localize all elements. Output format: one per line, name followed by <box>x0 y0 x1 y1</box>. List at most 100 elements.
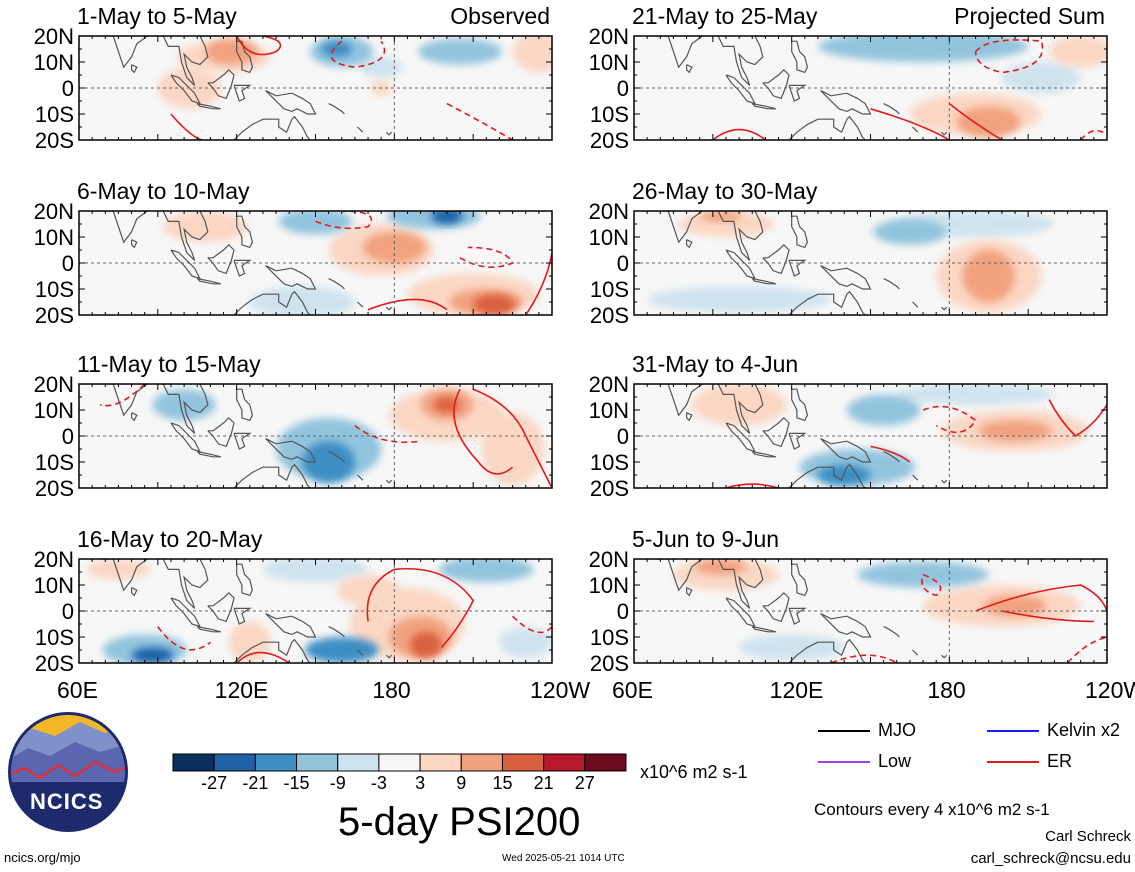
coastline <box>751 451 777 458</box>
ncics-logo <box>8 712 128 832</box>
panel-title: 11-May to 15-May <box>77 351 261 377</box>
coastline <box>912 126 919 133</box>
coastline <box>685 64 693 74</box>
lat-tick-label: 10N <box>588 398 629 423</box>
lat-tick-label: 10S <box>589 450 629 475</box>
coastline <box>131 64 138 74</box>
coastline <box>725 74 757 105</box>
coastline <box>941 479 948 484</box>
anomaly-field <box>84 23 552 140</box>
anomaly-blob <box>86 559 150 580</box>
coastline <box>685 412 693 422</box>
anomaly-blob <box>439 559 534 583</box>
map-panel <box>78 383 553 489</box>
legend-label: ER <box>1047 751 1073 771</box>
coastline <box>717 384 766 434</box>
lat-tick-label: 10N <box>33 398 74 423</box>
lon-tick-label: 120W <box>530 677 591 703</box>
anomaly-blob <box>79 218 158 282</box>
anomaly-blob <box>105 451 237 483</box>
er-contour <box>512 615 552 634</box>
anomaly-blob <box>499 626 552 658</box>
anomaly-blob <box>302 441 355 483</box>
website-link[interactable]: ncics.org/mjo <box>4 850 81 865</box>
colorbar-swatch <box>460 753 503 772</box>
anomaly-blob <box>184 95 342 133</box>
er-contour <box>235 36 282 56</box>
anomaly-field <box>79 211 552 315</box>
map-panel <box>633 35 1108 141</box>
contour-interval-note: Contours every 4 x10^6 m2 s-1 <box>814 800 1050 819</box>
anomaly-blob <box>962 250 1016 302</box>
lat-tick-label: 20N <box>588 199 629 224</box>
coastline <box>196 278 222 285</box>
anomaly-blob <box>647 286 832 313</box>
er-contour <box>975 584 1107 612</box>
author-email[interactable]: carl_schreck@ncsu.edu <box>970 850 1131 867</box>
lat-tick-label: 10N <box>33 50 74 75</box>
logo-mountains-far <box>11 722 125 760</box>
coastline <box>328 278 345 290</box>
er-contour <box>525 252 552 315</box>
coastline <box>232 463 312 488</box>
coastline <box>685 239 693 249</box>
coastline <box>655 559 703 592</box>
coastline <box>265 90 317 115</box>
anomaly-blob <box>1041 226 1094 279</box>
coastline <box>207 416 235 448</box>
anomaly-blob <box>817 616 1002 658</box>
coastline <box>328 103 345 115</box>
er-contour <box>712 128 766 140</box>
lon-tick-label: 180 <box>927 677 966 703</box>
coastline <box>883 451 900 463</box>
coastline <box>237 23 242 33</box>
coastline <box>357 126 364 133</box>
lat-tick-label: 10S <box>34 102 74 127</box>
colorbar-swatch <box>378 753 421 772</box>
lat-tick-label: 20N <box>33 199 74 224</box>
coastline <box>232 115 312 140</box>
timestamp: Wed 2025-05-21 1014 UTC <box>502 853 625 864</box>
colorbar-tick-label: -3 <box>370 773 387 793</box>
lat-tick-label: 0 <box>616 251 629 276</box>
anomaly-field <box>647 211 1094 315</box>
lat-tick-label: 20S <box>34 476 74 501</box>
panel-title: 1-May to 5-May <box>77 3 237 29</box>
lat-tick-label: 0 <box>61 599 74 624</box>
lat-tick-label: 10N <box>588 573 629 598</box>
colorbar-tick-label: 21 <box>533 773 554 793</box>
colorbar-swatch <box>501 753 545 772</box>
coastline <box>792 546 797 556</box>
coastline <box>232 290 312 315</box>
er-contour <box>1067 636 1107 663</box>
legend-label: Kelvin x2 <box>1047 720 1121 740</box>
anomaly-field <box>655 546 1107 663</box>
coastline <box>170 74 202 105</box>
coastline <box>751 103 777 110</box>
coastline <box>912 301 919 308</box>
coastline <box>170 249 202 280</box>
coastline <box>162 559 211 609</box>
coastline <box>941 131 948 136</box>
anomaly-blob <box>205 38 258 65</box>
er-contour <box>354 424 421 444</box>
anomaly-field <box>86 384 552 488</box>
coastline <box>236 563 254 597</box>
er-contour <box>830 654 898 663</box>
coastline <box>207 68 235 100</box>
anomaly-blob <box>234 561 266 635</box>
coastline <box>788 259 807 277</box>
panel-title: 5-Jun to 9-Jun <box>632 526 780 552</box>
panel-title: 26-May to 30-May <box>632 178 818 204</box>
lat-tick-label: 20S <box>589 303 629 328</box>
coastline <box>941 654 948 659</box>
er-contour <box>367 298 448 311</box>
lat-tick-label: 20S <box>589 651 629 676</box>
lon-tick-label: 60E <box>612 677 653 703</box>
er-contour <box>870 445 911 463</box>
lat-tick-label: 20S <box>589 128 629 153</box>
coastline <box>233 259 252 277</box>
anomaly-blob <box>681 36 797 68</box>
coastline <box>655 384 703 417</box>
lon-tick-label: 180 <box>372 677 411 703</box>
